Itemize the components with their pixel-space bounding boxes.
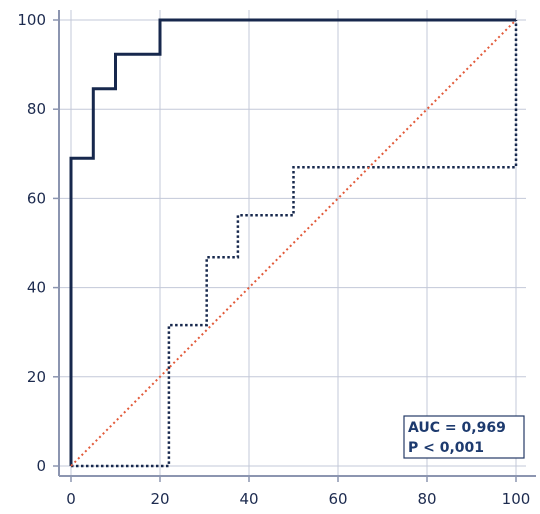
y-tick-label: 80 bbox=[27, 100, 46, 118]
series-line-dotted-step bbox=[71, 20, 518, 468]
y-tick-label: 0 bbox=[36, 457, 46, 475]
series-line-solid-step bbox=[69, 18, 516, 466]
x-tick-label: 20 bbox=[150, 490, 169, 508]
y-tick-label: 40 bbox=[27, 279, 46, 297]
x-tick-label: 80 bbox=[417, 490, 436, 508]
x-tick-label: 0 bbox=[66, 490, 76, 508]
grid-layer bbox=[59, 10, 526, 476]
p-value-label: P < 0,001 bbox=[408, 440, 484, 456]
x-tick-label: 60 bbox=[328, 490, 347, 508]
x-tick-label: 40 bbox=[239, 490, 258, 508]
y-tick-label: 60 bbox=[27, 189, 46, 207]
axis-layer bbox=[53, 10, 536, 482]
auc-annotation-box bbox=[403, 415, 525, 459]
x-tick-label: 100 bbox=[502, 490, 531, 508]
auc-value-label: AUC = 0,969 bbox=[408, 420, 506, 436]
y-tick-label: 20 bbox=[27, 368, 46, 386]
y-tick-label: 100 bbox=[17, 11, 46, 29]
tick-label-layer: 0 20 40 60 80 100 0 20 40 60 80 100 bbox=[17, 11, 530, 508]
auc-annotation: AUC = 0,969 P < 0,001 bbox=[403, 415, 525, 459]
series-line-reference-diagonal bbox=[70, 19, 517, 467]
series-layer bbox=[69, 18, 518, 468]
